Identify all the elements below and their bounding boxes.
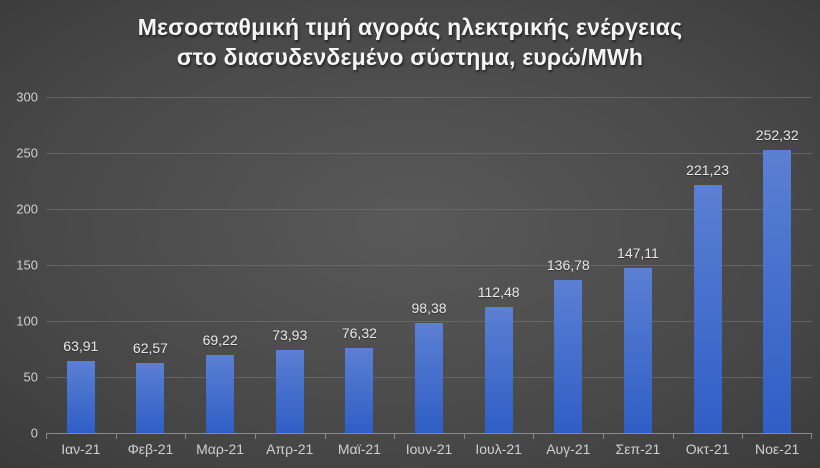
value-label: 112,48 [477, 284, 520, 301]
bar-slot: 62,57 [116, 97, 186, 433]
value-label: 63,91 [63, 338, 99, 355]
x-axis-tick [672, 434, 674, 439]
bar [554, 279, 583, 433]
value-label: 62,57 [132, 339, 168, 356]
x-axis-label: Νοε-21 [755, 441, 800, 457]
value-label: 136,78 [546, 256, 590, 273]
y-tick-label: 0 [30, 425, 38, 441]
value-label: 147,11 [617, 245, 659, 262]
bar-slot: 69,22 [185, 97, 255, 433]
chart-title-line1: Μεσοσταθμική τιμή αγοράς ηλεκτρικής ενέρ… [137, 14, 683, 40]
y-tick-label: 300 [16, 89, 38, 105]
bar-slot: 73,93 [255, 97, 325, 433]
plot-area: 63,91 62,57 69,22 73,93 76,32 98,38 112,48 136,… [46, 97, 812, 433]
y-tick-label: 50 [23, 369, 38, 385]
x-axis-tick [46, 434, 47, 439]
value-label: 76,32 [341, 324, 377, 341]
bar [136, 362, 165, 433]
bar [206, 355, 235, 433]
y-tick-label: 200 [16, 201, 38, 217]
x-axis-labels: Ιαν-21 Φεβ-21 Μαρ-21 Απρ-21 Μαϊ-21 Ιουν-21 Ιου… [46, 441, 812, 457]
bars: 63,91 62,57 69,22 73,93 76,32 98,38 112,48 136,… [46, 97, 812, 433]
x-axis-label: Μαρ-21 [196, 441, 245, 457]
value-label: 73,93 [272, 327, 308, 344]
gridline [46, 265, 812, 266]
bar [693, 185, 722, 433]
bar-slot: 112,48 [464, 97, 534, 433]
x-axis-tick [324, 434, 326, 439]
bar-slot: 63,91 [46, 97, 116, 433]
value-label: 98,38 [411, 299, 447, 316]
x-axis-tick [463, 434, 465, 439]
bar-slot: 221,23 [673, 97, 743, 433]
y-axis-labels: 0 50 100 150 200 250 300 [0, 90, 38, 441]
x-axis-label: Ιουλ-21 [475, 441, 522, 457]
x-axis-tick [533, 434, 535, 439]
x-axis-label: Απρ-21 [266, 441, 314, 457]
chart-title-line2: στο διασυδενδεμένο σύστημα, ευρώ/MWh [176, 44, 644, 70]
gridline [46, 209, 812, 210]
bar [623, 268, 652, 433]
x-axis-tick [742, 434, 744, 439]
x-axis-label: Ιουν-21 [405, 441, 453, 457]
bar-slot: 147,11 [603, 97, 673, 433]
value-label: 69,22 [202, 332, 238, 349]
y-tick-label: 250 [16, 145, 38, 161]
x-axis-tick [603, 434, 605, 439]
bar [763, 150, 792, 433]
x-axis-label: Σεπ-21 [615, 441, 661, 457]
bar [345, 347, 374, 433]
x-axis-label: Φεβ-21 [127, 441, 174, 457]
x-axis-tick [394, 434, 396, 439]
value-label: 221,23 [686, 162, 729, 179]
bar-slot: 252,32 [742, 97, 812, 433]
bar-slot: 98,38 [394, 97, 464, 433]
value-label: 252,32 [755, 127, 799, 144]
gridline [46, 153, 812, 154]
x-axis-tick [115, 434, 117, 439]
bar [66, 361, 95, 433]
bar-slot: 76,32 [325, 97, 395, 433]
x-axis-tick [811, 434, 812, 439]
bar [484, 307, 513, 433]
y-tick-label: 150 [16, 257, 38, 273]
x-axis-label: Μαϊ-21 [337, 441, 381, 457]
x-axis-tick [254, 434, 256, 439]
chart-title: Μεσοσταθμική τιμή αγοράς ηλεκτρικής ενέρ… [0, 12, 820, 72]
x-axis-label: Ιαν-21 [61, 441, 101, 457]
y-tick-label: 100 [16, 313, 38, 329]
bar [415, 322, 444, 433]
x-axis-ticks [46, 433, 812, 440]
bar-slot: 136,78 [533, 97, 603, 433]
x-axis-label: Αυγ-21 [546, 441, 591, 457]
x-axis-tick [185, 434, 187, 439]
x-axis-label: Οκτ-21 [685, 441, 730, 457]
gridline [46, 97, 812, 98]
bar [275, 350, 304, 433]
gridline [46, 321, 812, 322]
